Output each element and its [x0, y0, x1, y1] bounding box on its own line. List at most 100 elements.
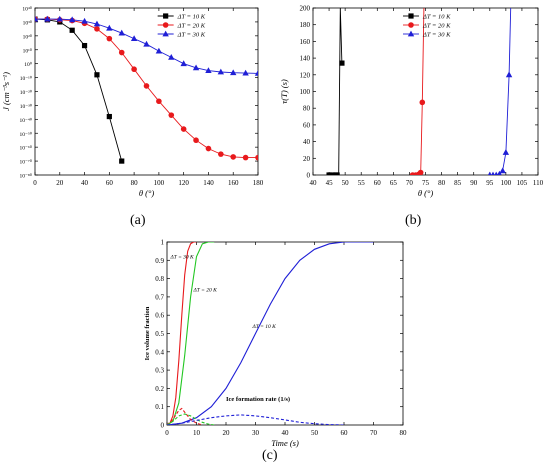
- legend-marker: [163, 13, 169, 19]
- x-tick-label: 70: [370, 429, 378, 437]
- data-point: [218, 151, 224, 157]
- x-tick-label: 20: [56, 179, 64, 187]
- data-point: [168, 54, 175, 60]
- legend-label: ΔT = 10 K: [177, 14, 206, 21]
- y-tick-label: 60: [303, 121, 311, 129]
- data-point: [35, 15, 39, 22]
- series-line-4: [167, 407, 203, 425]
- panel-label-b: (b): [405, 213, 422, 228]
- y-tick-label: 0.6: [155, 312, 164, 320]
- data-point: [44, 15, 51, 22]
- y-tick-label: 160: [300, 38, 311, 46]
- x-tick-label: 50: [311, 429, 319, 437]
- data-point: [242, 154, 249, 161]
- x-tick-label: 160: [228, 179, 239, 187]
- y-tick-label: 10⁻⁴⁰: [19, 117, 32, 124]
- y-tick-label: 10⁴⁰: [22, 6, 32, 13]
- y-tick-label: 180: [300, 21, 311, 29]
- data-point: [230, 69, 237, 76]
- y-tick-label: 10¹⁰: [23, 47, 33, 54]
- data-point: [130, 35, 138, 42]
- legend-marker: [162, 22, 169, 28]
- data-point: [339, 60, 345, 66]
- x-axis-label: Time (s): [271, 438, 299, 448]
- data-point: [69, 27, 75, 33]
- y-tick-label: 10⁻⁶⁰: [19, 145, 32, 152]
- x-tick-label: 55: [358, 179, 366, 187]
- x-tick-label: 60: [374, 179, 382, 187]
- x-tick-label: 85: [454, 179, 462, 187]
- series-line-3: [489, 8, 512, 175]
- legend-marker: [408, 13, 414, 19]
- data-point: [497, 170, 502, 175]
- annotation-20k: ΔT = 20 K: [193, 287, 218, 293]
- data-point: [94, 26, 100, 32]
- data-point: [118, 49, 125, 56]
- data-point: [118, 29, 125, 36]
- y-tick-label: 10⁻⁵⁰: [19, 131, 32, 138]
- x-tick-label: 110: [533, 179, 544, 187]
- y-tick-label: 10⁻³⁰: [20, 103, 33, 110]
- x-tick-label: 100: [154, 179, 165, 187]
- y-tick-label: 10⁻²⁰: [20, 89, 33, 96]
- legend-label: ΔT = 30 K: [422, 32, 451, 39]
- y-tick-label: 10³⁰: [23, 19, 33, 26]
- chart-c: 0 10 20 30 40 50 60 70 80 0 0.1 0.2 0.3 0.4 0.5 0.6 0.7 0…: [144, 239, 407, 449]
- x-tick-label: 0: [33, 179, 37, 187]
- x-tick-label: 20: [223, 429, 231, 437]
- data-point: [217, 68, 225, 75]
- data-point: [81, 17, 88, 24]
- data-point: [106, 35, 113, 42]
- y-tick-label: 10⁻⁸⁰: [19, 173, 32, 180]
- annotation-10k: ΔT = 10 K: [252, 324, 277, 330]
- data-point: [193, 137, 199, 144]
- y-axis-label: J (cm⁻³s⁻¹): [1, 72, 11, 111]
- x-tick-label: 10: [193, 429, 201, 437]
- data-point: [417, 169, 424, 175]
- data-point: [56, 15, 63, 22]
- y-tick-label: 0.3: [155, 367, 164, 375]
- x-tick-label: 140: [203, 179, 214, 187]
- x-tick-label: 60: [106, 179, 114, 187]
- x-tick-label: 40: [282, 429, 290, 437]
- x-tick-label: 70: [406, 179, 414, 187]
- data-point: [505, 71, 513, 78]
- series-line-1: [167, 242, 197, 425]
- legend-label: ΔT = 20 K: [422, 23, 451, 30]
- y-tick-label: 10⁰: [24, 61, 33, 68]
- series-area: [167, 242, 374, 425]
- x-tick-label: 75: [422, 179, 430, 187]
- y-tick-label: 0.5: [155, 330, 164, 338]
- x-tick-label: 60: [341, 429, 349, 437]
- x-tick-label: 100: [501, 179, 512, 187]
- data-point: [329, 172, 335, 175]
- data-point: [419, 99, 426, 106]
- y-tick-label: 10⁻¹⁰: [20, 75, 33, 82]
- data-point: [487, 171, 492, 175]
- x-tick-label: 50: [342, 179, 350, 187]
- data-point: [168, 112, 175, 118]
- y-tick-label: 1: [161, 239, 165, 247]
- data-point: [180, 60, 187, 67]
- y-tick-label: 10⁻⁷⁰: [19, 159, 32, 166]
- data-point: [254, 70, 258, 76]
- x-tick-label: 80: [131, 179, 139, 187]
- data-point: [94, 72, 100, 78]
- data-point: [81, 42, 88, 49]
- y-tick-label: 10²⁰: [23, 33, 33, 40]
- data-point: [230, 154, 237, 160]
- chart-b: 40 45 50 55 60 65 70 75 80 85 90 95 100 105 110 0 20 40 60…: [279, 5, 544, 199]
- y-tick-label: 40: [303, 138, 311, 146]
- x-tick-label: 90: [470, 179, 478, 187]
- y-axis-label: Ice volume fraction: [144, 306, 151, 360]
- y-tick-label: 120: [300, 71, 311, 79]
- x-tick-label: 65: [390, 179, 398, 187]
- x-tick-label: 120: [178, 179, 189, 187]
- data-point: [192, 64, 200, 71]
- series-line-1: [329, 8, 343, 175]
- data-point: [156, 98, 162, 105]
- series-line-3: [167, 242, 374, 425]
- series-area: [35, 15, 258, 164]
- y-tick-label: 80: [303, 105, 311, 113]
- y-tick-label: 200: [300, 5, 311, 13]
